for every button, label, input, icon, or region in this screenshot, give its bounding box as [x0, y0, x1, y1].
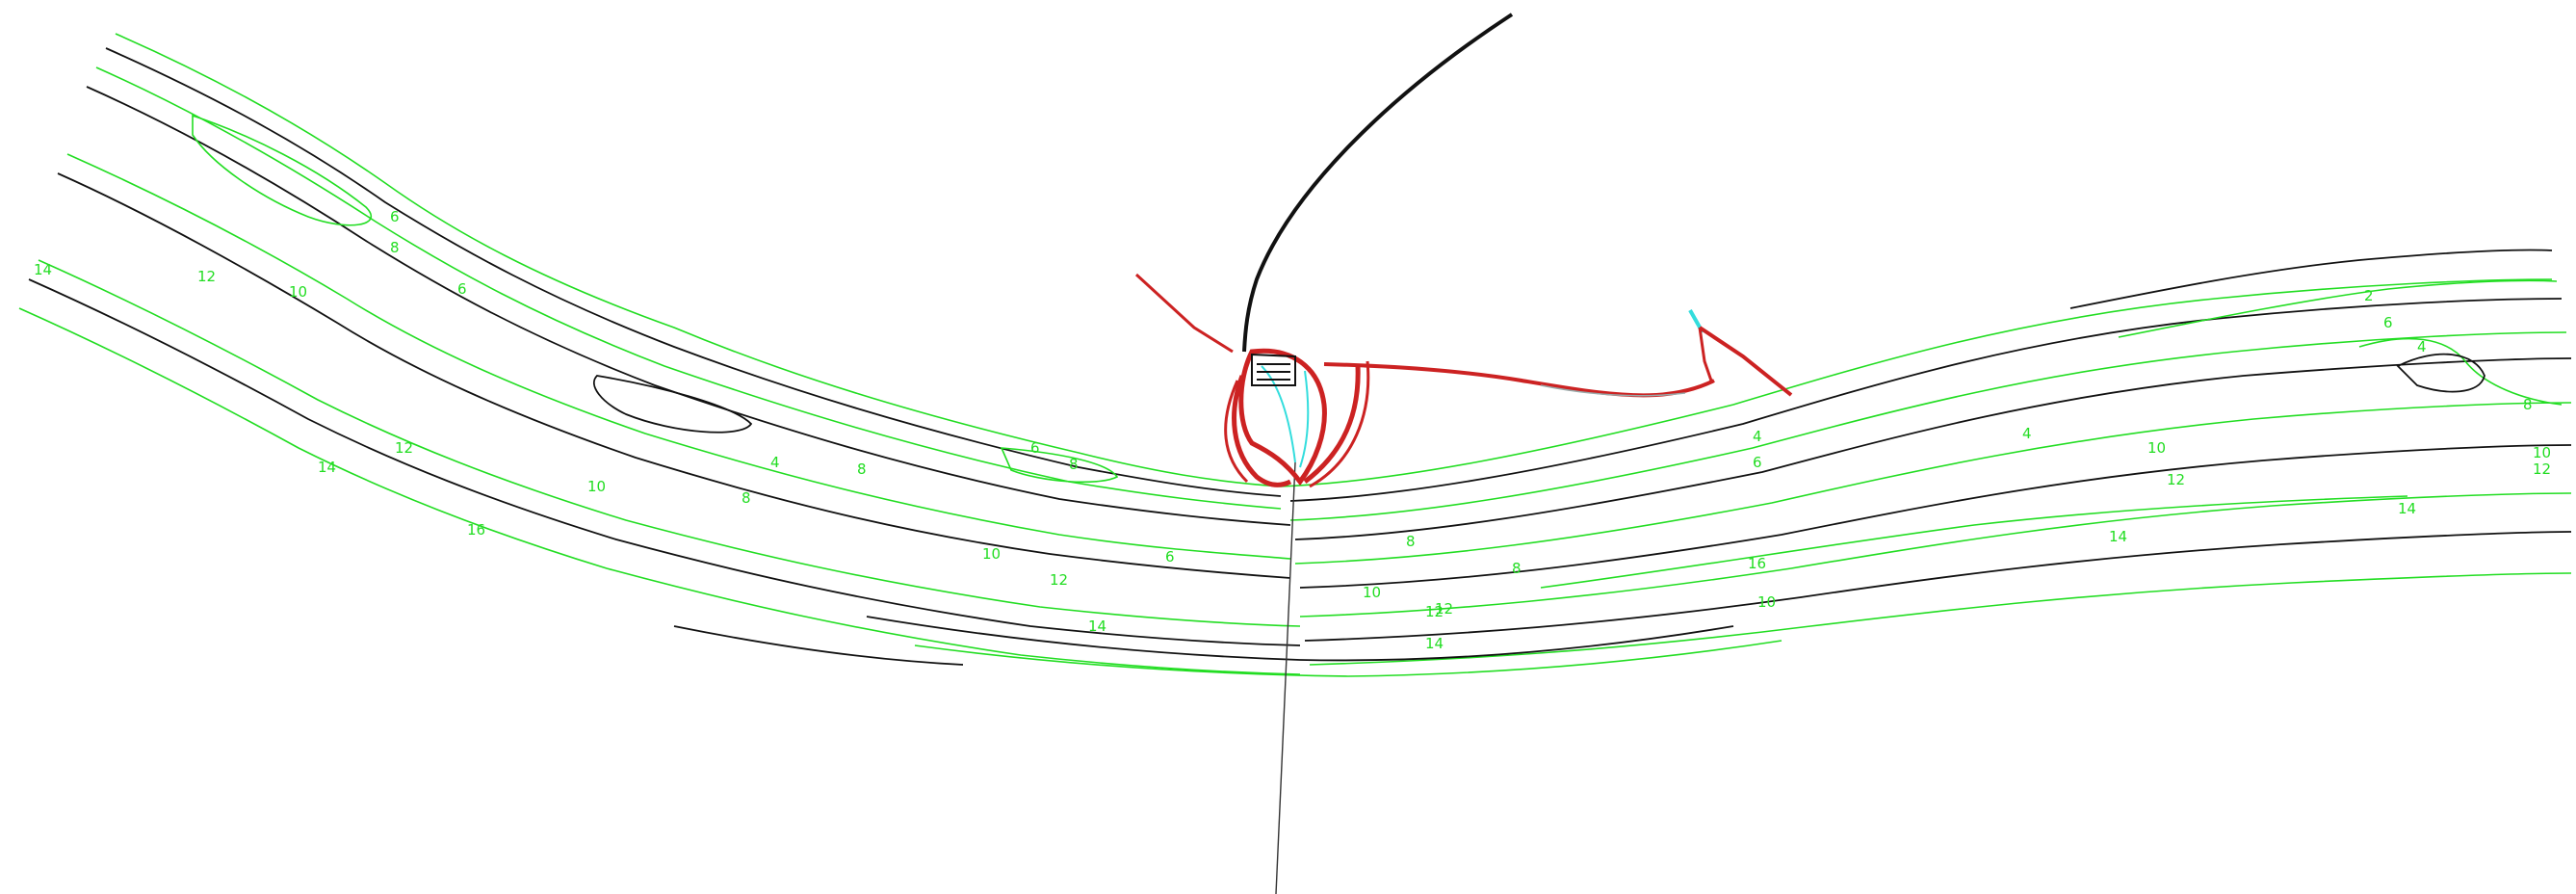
depth-label: 10: [289, 283, 307, 301]
depth-label: 6: [457, 280, 467, 298]
contour-line: [1289, 331, 2567, 521]
contour-line: [2358, 337, 2563, 406]
harbor-buildings: [1251, 353, 1296, 386]
contour-line: [2118, 279, 2558, 338]
port-structure: [1134, 13, 1793, 894]
harbor-arm-left-outer: [1224, 380, 1249, 484]
depth-label: 14: [318, 459, 336, 476]
contour-loop: [1000, 447, 1119, 484]
depth-label: 8: [1406, 533, 1416, 550]
contour-line: [1289, 298, 2563, 502]
depth-label: 12: [197, 268, 216, 285]
depth-labels: 6 8 10 12 14 14 12 10 8 6 4 8 10 12 14 6…: [34, 208, 2551, 652]
navigation-channel-curve: [1242, 13, 1514, 353]
contour-line: [1299, 444, 2572, 589]
contour-line: [86, 86, 1291, 526]
harbor-basin: [1238, 348, 1327, 486]
contour-loop: [592, 375, 753, 434]
depth-label: 4: [770, 454, 780, 471]
depth-label: 10: [1757, 593, 1776, 611]
depth-label: 8: [390, 239, 400, 256]
contour-line: [115, 33, 1282, 487]
contour-line: [1280, 278, 2553, 487]
contour-line: [28, 278, 1301, 646]
depth-label: 12: [2167, 471, 2185, 488]
pipeline: [1323, 362, 1715, 398]
depth-label: 6: [1030, 439, 1040, 457]
centerline: [1275, 461, 1296, 894]
contour-line: [1294, 357, 2572, 540]
contour-line: [1304, 531, 2572, 642]
depth-label: 12: [1425, 603, 1444, 620]
contour-line: [2069, 249, 2553, 309]
contour-line: [38, 259, 1301, 627]
contour-loop: [192, 114, 373, 226]
depth-label: 8: [2523, 396, 2533, 413]
breakwater-left: [1134, 273, 1234, 354]
pipeline-cyan: [1540, 384, 1686, 397]
depth-label: 12: [1050, 571, 1068, 589]
depth-label: 10: [982, 545, 1001, 563]
contour-line: [66, 153, 1291, 560]
depth-label: 2: [2364, 287, 2374, 304]
depth-label: 8: [1512, 560, 1522, 577]
depth-label: 10: [2147, 439, 2166, 457]
depth-label: 4: [2022, 425, 2032, 442]
depth-label: 8: [857, 460, 867, 478]
depth-label: 10: [2533, 444, 2551, 461]
depth-label: 14: [1088, 618, 1106, 635]
contour-lines: [18, 33, 2572, 677]
depth-label: 6: [2383, 314, 2393, 331]
depth-label: 4: [2417, 338, 2427, 355]
contour-line: [1309, 572, 2572, 666]
contour-line: [673, 625, 964, 666]
depth-label: 8: [1069, 456, 1079, 473]
depth-label: 12: [395, 439, 413, 457]
contour-line: [914, 640, 1782, 677]
depth-label: 10: [1363, 584, 1381, 601]
contour-line: [18, 307, 1301, 675]
depth-label: 16: [467, 521, 485, 539]
contour-line: [866, 616, 1734, 662]
depth-label: 12: [2533, 460, 2551, 478]
contour-line: [105, 47, 1282, 497]
jetty: [1698, 327, 1714, 384]
contour-line: [1540, 495, 2408, 589]
contour-line: [95, 66, 1282, 510]
jetty-arm: [1698, 326, 1793, 397]
harbor-arm-right-outer: [1309, 360, 1370, 488]
depth-label: 6: [1753, 454, 1762, 471]
depth-label: 10: [587, 478, 606, 495]
depth-label: 14: [34, 261, 52, 278]
depth-label: 8: [742, 489, 751, 507]
harbor-arm-right: [1303, 365, 1361, 484]
contour-line: [57, 172, 1291, 579]
depth-label: 4: [1753, 428, 1762, 445]
depth-label: 6: [1165, 548, 1175, 565]
depth-label: 12: [1435, 600, 1453, 618]
depth-label: 14: [2398, 500, 2416, 517]
depth-label: 14: [1425, 635, 1444, 652]
contour-line: [1299, 492, 2572, 618]
contour-line: [1294, 402, 2572, 565]
depth-label: 16: [1748, 555, 1766, 572]
depth-label: 14: [2109, 528, 2127, 545]
harbor-interior: [1261, 365, 1310, 468]
depth-label: 6: [390, 208, 400, 225]
harbor-arm-left: [1232, 375, 1292, 487]
contour-loop: [2396, 353, 2485, 393]
